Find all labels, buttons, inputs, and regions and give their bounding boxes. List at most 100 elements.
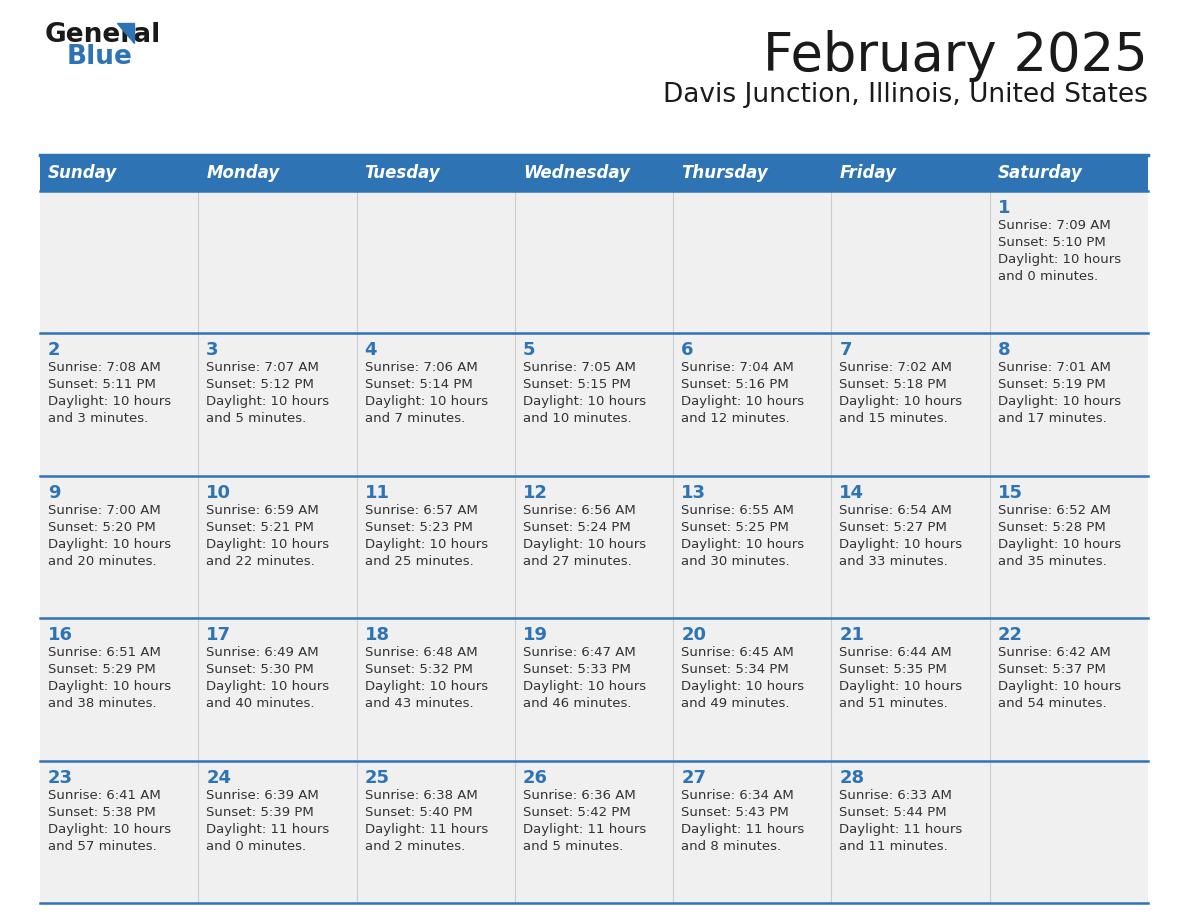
Text: General: General <box>45 22 162 48</box>
Text: 16: 16 <box>48 626 72 644</box>
Text: 28: 28 <box>840 768 865 787</box>
Text: Sunrise: 6:42 AM: Sunrise: 6:42 AM <box>998 646 1111 659</box>
Text: and 35 minutes.: and 35 minutes. <box>998 554 1106 568</box>
Text: Sunset: 5:34 PM: Sunset: 5:34 PM <box>681 663 789 677</box>
Text: 20: 20 <box>681 626 706 644</box>
Text: and 46 minutes.: and 46 minutes. <box>523 697 631 711</box>
Text: and 40 minutes.: and 40 minutes. <box>207 697 315 711</box>
Text: Sunset: 5:43 PM: Sunset: 5:43 PM <box>681 806 789 819</box>
Text: 5: 5 <box>523 341 536 360</box>
Text: and 25 minutes.: and 25 minutes. <box>365 554 473 568</box>
Text: and 5 minutes.: and 5 minutes. <box>523 840 624 853</box>
Text: Daylight: 10 hours: Daylight: 10 hours <box>207 396 329 409</box>
Text: Sunset: 5:39 PM: Sunset: 5:39 PM <box>207 806 314 819</box>
Text: Sunset: 5:18 PM: Sunset: 5:18 PM <box>840 378 947 391</box>
Text: Sunset: 5:11 PM: Sunset: 5:11 PM <box>48 378 156 391</box>
Text: 21: 21 <box>840 626 865 644</box>
Text: Sunrise: 6:44 AM: Sunrise: 6:44 AM <box>840 646 952 659</box>
Text: and 0 minutes.: and 0 minutes. <box>207 840 307 853</box>
Text: Davis Junction, Illinois, United States: Davis Junction, Illinois, United States <box>663 82 1148 108</box>
Text: Sunset: 5:37 PM: Sunset: 5:37 PM <box>998 663 1106 677</box>
Text: 4: 4 <box>365 341 377 360</box>
Text: Sunrise: 6:55 AM: Sunrise: 6:55 AM <box>681 504 794 517</box>
Text: 1: 1 <box>998 199 1010 217</box>
Text: Daylight: 10 hours: Daylight: 10 hours <box>365 396 488 409</box>
Text: Sunrise: 6:41 AM: Sunrise: 6:41 AM <box>48 789 160 801</box>
Text: Sunrise: 6:57 AM: Sunrise: 6:57 AM <box>365 504 478 517</box>
Text: Daylight: 10 hours: Daylight: 10 hours <box>840 680 962 693</box>
Text: Sunrise: 6:52 AM: Sunrise: 6:52 AM <box>998 504 1111 517</box>
Text: 23: 23 <box>48 768 72 787</box>
Text: Sunrise: 7:04 AM: Sunrise: 7:04 AM <box>681 362 794 375</box>
Text: Sunrise: 6:51 AM: Sunrise: 6:51 AM <box>48 646 160 659</box>
Text: Sunrise: 7:05 AM: Sunrise: 7:05 AM <box>523 362 636 375</box>
Text: Daylight: 10 hours: Daylight: 10 hours <box>48 823 171 835</box>
Text: Daylight: 10 hours: Daylight: 10 hours <box>998 396 1120 409</box>
Text: Sunrise: 6:33 AM: Sunrise: 6:33 AM <box>840 789 953 801</box>
Text: Sunrise: 7:02 AM: Sunrise: 7:02 AM <box>840 362 953 375</box>
Text: Sunrise: 7:01 AM: Sunrise: 7:01 AM <box>998 362 1111 375</box>
Text: Daylight: 11 hours: Daylight: 11 hours <box>365 823 488 835</box>
Text: Sunrise: 7:08 AM: Sunrise: 7:08 AM <box>48 362 160 375</box>
Text: Sunset: 5:20 PM: Sunset: 5:20 PM <box>48 521 156 533</box>
Bar <box>40 618 1148 761</box>
Text: Daylight: 10 hours: Daylight: 10 hours <box>48 680 171 693</box>
Text: and 54 minutes.: and 54 minutes. <box>998 697 1106 711</box>
Text: February 2025: February 2025 <box>763 30 1148 82</box>
Text: Sunset: 5:23 PM: Sunset: 5:23 PM <box>365 521 473 533</box>
Text: 3: 3 <box>207 341 219 360</box>
Text: Sunset: 5:28 PM: Sunset: 5:28 PM <box>998 521 1106 533</box>
Bar <box>40 333 1148 476</box>
Text: Daylight: 10 hours: Daylight: 10 hours <box>523 538 646 551</box>
Text: 2: 2 <box>48 341 61 360</box>
Text: and 33 minutes.: and 33 minutes. <box>840 554 948 568</box>
Text: Sunrise: 6:47 AM: Sunrise: 6:47 AM <box>523 646 636 659</box>
Text: Daylight: 11 hours: Daylight: 11 hours <box>207 823 329 835</box>
Text: Daylight: 11 hours: Daylight: 11 hours <box>681 823 804 835</box>
Text: Daylight: 10 hours: Daylight: 10 hours <box>523 680 646 693</box>
Text: Daylight: 10 hours: Daylight: 10 hours <box>207 680 329 693</box>
Text: Sunrise: 7:00 AM: Sunrise: 7:00 AM <box>48 504 160 517</box>
Text: 19: 19 <box>523 626 548 644</box>
Text: Tuesday: Tuesday <box>365 164 441 182</box>
Text: Sunrise: 6:38 AM: Sunrise: 6:38 AM <box>365 789 478 801</box>
Text: Monday: Monday <box>207 164 279 182</box>
Text: Daylight: 10 hours: Daylight: 10 hours <box>681 538 804 551</box>
Text: 9: 9 <box>48 484 61 502</box>
Text: 7: 7 <box>840 341 852 360</box>
Text: and 3 minutes.: and 3 minutes. <box>48 412 148 425</box>
Text: Daylight: 10 hours: Daylight: 10 hours <box>207 538 329 551</box>
Text: Sunset: 5:38 PM: Sunset: 5:38 PM <box>48 806 156 819</box>
Text: and 57 minutes.: and 57 minutes. <box>48 840 157 853</box>
Text: 12: 12 <box>523 484 548 502</box>
Text: Sunset: 5:24 PM: Sunset: 5:24 PM <box>523 521 631 533</box>
Text: and 43 minutes.: and 43 minutes. <box>365 697 473 711</box>
Text: Sunrise: 6:39 AM: Sunrise: 6:39 AM <box>207 789 320 801</box>
Text: and 11 minutes.: and 11 minutes. <box>840 840 948 853</box>
Text: Daylight: 11 hours: Daylight: 11 hours <box>523 823 646 835</box>
Text: Sunset: 5:42 PM: Sunset: 5:42 PM <box>523 806 631 819</box>
Text: Daylight: 10 hours: Daylight: 10 hours <box>681 680 804 693</box>
Bar <box>40 191 1148 333</box>
Text: Daylight: 10 hours: Daylight: 10 hours <box>998 680 1120 693</box>
Text: Sunrise: 7:07 AM: Sunrise: 7:07 AM <box>207 362 320 375</box>
Text: Daylight: 10 hours: Daylight: 10 hours <box>681 396 804 409</box>
Text: 17: 17 <box>207 626 232 644</box>
Text: Sunset: 5:44 PM: Sunset: 5:44 PM <box>840 806 947 819</box>
Text: and 15 minutes.: and 15 minutes. <box>840 412 948 425</box>
Text: 27: 27 <box>681 768 706 787</box>
Text: Sunset: 5:32 PM: Sunset: 5:32 PM <box>365 663 473 677</box>
Text: 15: 15 <box>998 484 1023 502</box>
Text: Daylight: 10 hours: Daylight: 10 hours <box>840 396 962 409</box>
Text: Sunset: 5:14 PM: Sunset: 5:14 PM <box>365 378 473 391</box>
Text: 8: 8 <box>998 341 1010 360</box>
Text: Daylight: 11 hours: Daylight: 11 hours <box>840 823 962 835</box>
Text: and 7 minutes.: and 7 minutes. <box>365 412 465 425</box>
Text: Sunset: 5:40 PM: Sunset: 5:40 PM <box>365 806 472 819</box>
Bar <box>40 155 1148 191</box>
Text: and 0 minutes.: and 0 minutes. <box>998 270 1098 283</box>
Text: Sunrise: 7:09 AM: Sunrise: 7:09 AM <box>998 219 1111 232</box>
Text: Sunset: 5:30 PM: Sunset: 5:30 PM <box>207 663 314 677</box>
Text: Sunday: Sunday <box>48 164 118 182</box>
Text: 11: 11 <box>365 484 390 502</box>
